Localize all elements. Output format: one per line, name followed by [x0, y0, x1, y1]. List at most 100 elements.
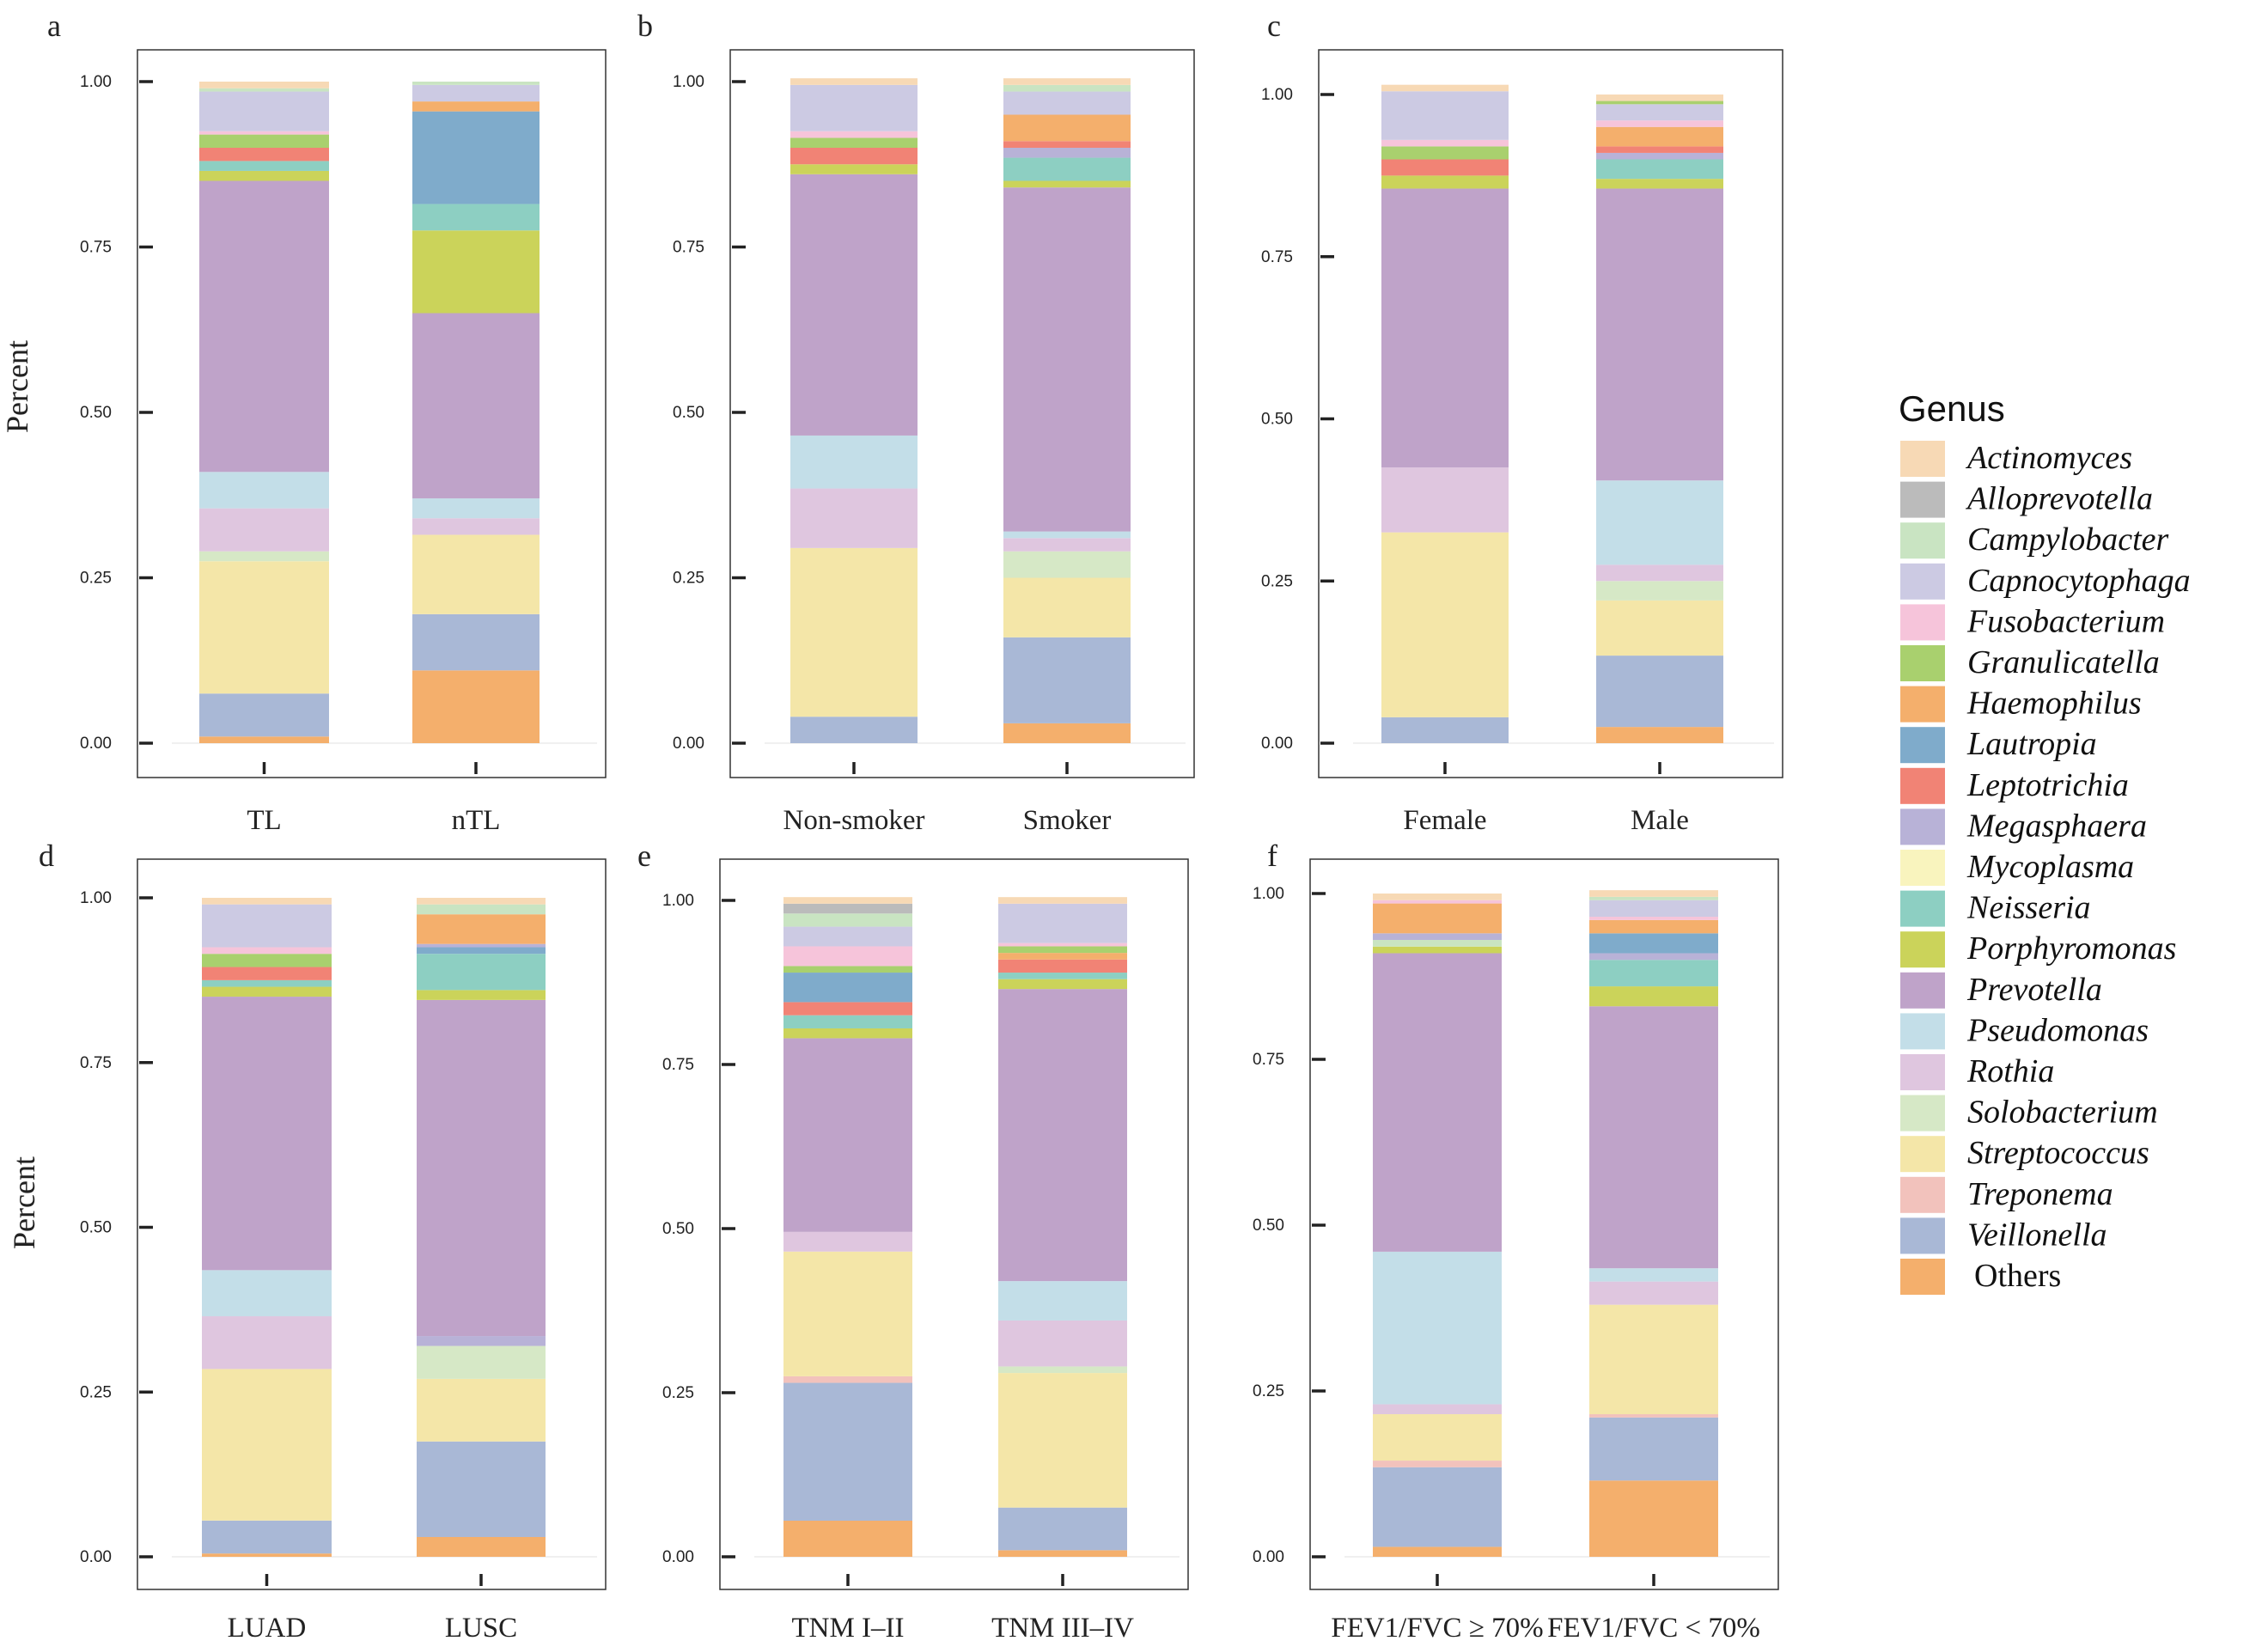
bar-segment-others — [998, 1550, 1127, 1557]
bar-segment-streptococcus — [1003, 577, 1131, 637]
bar-segment-prevotella — [1589, 1006, 1718, 1269]
bar-segment-leptotrichia — [783, 1002, 912, 1016]
legend-swatch — [1900, 686, 1945, 723]
bar-segment-actinomyces — [1373, 894, 1502, 900]
panel-d: 0.00 0.25 0.50 0.75 1.00 LUAD LUSC d Percent — [7, 839, 607, 1644]
legend-label: Leptotrichia — [1966, 767, 2129, 803]
bar-segment-porphyromonas — [412, 230, 540, 314]
bar-segment-haemophilus — [998, 953, 1127, 960]
y-tick-label: 1.00 — [1253, 885, 1284, 903]
legend-swatch — [1900, 563, 1945, 600]
panel-letter: b — [637, 9, 653, 43]
y-tick-label: 0.50 — [662, 1220, 694, 1238]
bar-segment-treponema — [1373, 1461, 1502, 1467]
legend-label: Prevotella — [1966, 972, 2102, 1008]
bar-segment-leptotrichia — [202, 967, 332, 980]
bar-segment-prevotella — [1003, 187, 1131, 532]
bar-segment-leptotrichia — [1596, 146, 1723, 153]
bar-segment-campylobacter — [1373, 940, 1502, 947]
y-tick-label: 0.00 — [1253, 1548, 1284, 1566]
bar-segment-porphyromonas — [1381, 175, 1509, 189]
bar-segment-solobacterium — [1003, 551, 1131, 578]
bar-nTL — [412, 82, 540, 743]
bar-segment-actinomyces — [202, 898, 332, 905]
legend-swatch — [1900, 808, 1945, 845]
legend-swatch — [1900, 1217, 1945, 1254]
bar-segment-granulicatella — [790, 137, 918, 148]
legend-label: Pseudomonas — [1966, 1012, 2149, 1048]
legend-item-lautropia: Lautropia — [1900, 726, 2097, 764]
y-tick-label: 0.25 — [80, 1383, 112, 1401]
bar-segment-prevotella — [199, 180, 329, 473]
bar-segment-capnocytophaga — [202, 904, 332, 948]
bar-segment-megasphaera — [417, 1336, 546, 1346]
bar-segment-capnocytophaga — [998, 903, 1127, 943]
bar-segment-porphyromonas — [1596, 179, 1723, 189]
bar-segment-leptotrichia — [998, 959, 1127, 973]
bar-segment-neisseria — [417, 954, 546, 991]
bar-segment-rothia — [998, 1320, 1127, 1367]
bar-segment-actinomyces — [998, 897, 1127, 904]
x-category-label: Smoker — [1023, 805, 1112, 836]
y-tick-label: 0.25 — [1261, 572, 1293, 590]
bar-segment-alloprevotella — [783, 903, 912, 914]
legend-item-rothia: Rothia — [1900, 1053, 2054, 1090]
panel-f: 0.00 0.25 0.50 0.75 1.00 FEV1/FVC ≥ 70% FEV1/F… — [1253, 839, 1779, 1644]
panel-b: 0.00 0.25 0.50 0.75 1.00 Non-smoker Smoker b — [637, 9, 1195, 836]
bar-segment-pseudomonas — [998, 1281, 1127, 1321]
bar-segment-neisseria — [1589, 960, 1718, 987]
x-category-label: TNM III–IV — [991, 1613, 1134, 1644]
bar-segment-porphyromonas — [199, 170, 329, 181]
y-tick-label: 0.00 — [80, 1548, 112, 1566]
legend-item-solobacterium: Solobacterium — [1900, 1095, 2158, 1132]
y-tick-label: 0.00 — [673, 735, 704, 753]
bar-segment-lautropia — [412, 111, 540, 204]
bar-segment-pseudomonas — [412, 498, 540, 519]
bar-segment-campylobacter — [412, 82, 540, 85]
x-category-label: Male — [1631, 805, 1689, 836]
legend-label: Streptococcus — [1967, 1135, 2149, 1171]
legend-label: Treponema — [1967, 1176, 2113, 1212]
legend-label: Capnocytophaga — [1967, 563, 2191, 599]
bar-segment-fusobacterium — [783, 946, 912, 967]
bar-segment-veillonella — [783, 1382, 912, 1521]
bar-segment-solobacterium — [998, 1366, 1127, 1374]
bar-segment-veillonella — [1003, 637, 1131, 723]
bar-segment-neisseria — [1003, 157, 1131, 181]
legend-swatch — [1900, 890, 1945, 927]
y-axis-label: Percent — [0, 340, 34, 433]
bar-segment-pseudomonas — [199, 472, 329, 509]
bar-segment-lautropia — [417, 947, 546, 955]
bar-segment-others — [412, 670, 540, 743]
legend-item-treponema: Treponema — [1900, 1176, 2113, 1213]
bar-segment-treponema — [1589, 1414, 1718, 1418]
bar-segment-granulicatella — [202, 954, 332, 967]
bar-segment-fusobacterium — [1381, 139, 1509, 147]
legend-item-neisseria: Neisseria — [1900, 890, 2091, 927]
y-tick-label: 0.25 — [662, 1384, 694, 1402]
legend-label: Mycoplasma — [1966, 849, 2134, 885]
bar-segment-granulicatella — [1381, 146, 1509, 160]
legend-label: Rothia — [1966, 1053, 2054, 1089]
bar-segment-porphyromonas — [202, 986, 332, 997]
legend-swatch — [1900, 522, 1945, 559]
bar-segment-streptococcus — [783, 1251, 912, 1376]
legend-label: Neisseria — [1966, 890, 2091, 926]
bar-segment-campylobacter — [417, 904, 546, 915]
bar-segment-streptococcus — [1589, 1304, 1718, 1415]
bar-segment-capnocytophaga — [1381, 91, 1509, 140]
legend-item-leptotrichia: Leptotrichia — [1900, 767, 2129, 804]
bar-segment-fusobacterium — [1596, 120, 1723, 127]
bar-segment-porphyromonas — [790, 164, 918, 174]
legend-item-campylobacter: Campylobacter — [1900, 522, 2169, 559]
legend-item-haemophilus: Haemophilus — [1900, 686, 2142, 723]
bar-segment-granulicatella — [783, 966, 912, 973]
bar-segment-leptotrichia — [199, 148, 329, 162]
bar-segment-megasphaera — [1003, 148, 1131, 158]
legend-item-prevotella: Prevotella — [1900, 972, 2102, 1009]
bar-segment-campylobacter — [199, 88, 329, 92]
bar-segment-veillonella — [199, 693, 329, 737]
bar-segment-pseudomonas — [1596, 480, 1723, 565]
bar-segment-prevotella — [998, 989, 1127, 1282]
bar-segment-lautropia — [783, 973, 912, 1003]
